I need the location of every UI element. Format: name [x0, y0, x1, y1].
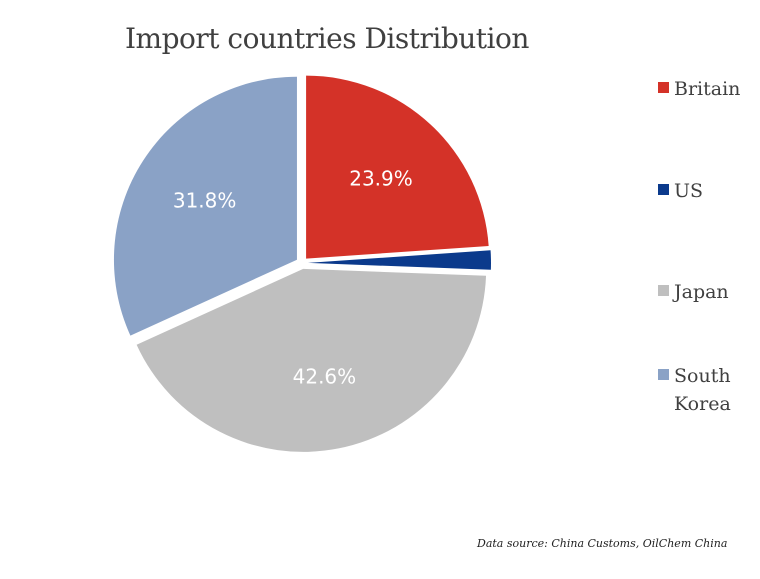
legend-item-japan: Japan	[658, 278, 756, 306]
legend-label-britain: Britain	[674, 78, 741, 100]
legend-item-britain: Britain	[658, 75, 756, 103]
legend-swatch-us	[658, 184, 669, 195]
slice-label-britain: 23.9%	[349, 166, 413, 190]
legend-label-us: US	[674, 180, 704, 202]
legend-swatch-britain	[658, 82, 669, 93]
pie-slice-south-korea	[113, 76, 297, 336]
slice-label-south-korea: 31.8%	[173, 188, 237, 212]
pie-slice-britain	[306, 75, 489, 259]
legend-label-south-korea: South Korea	[674, 365, 731, 415]
pie-slice-japan	[136, 268, 487, 452]
chart-title: Import countries Distribution	[125, 22, 529, 55]
pie-labels: 23.9% 42.6% 31.8%	[173, 166, 413, 388]
legend-swatch-japan	[658, 285, 669, 296]
pie-slice-us	[307, 250, 491, 270]
legend-swatch-south-korea	[658, 369, 669, 380]
legend-item-south-korea: South Korea	[658, 362, 756, 418]
pie-slices	[113, 75, 491, 452]
legend-item-us: US	[658, 177, 756, 205]
slice-label-japan: 42.6%	[293, 365, 357, 389]
data-source-note: Data source: China Customs, OilChem Chin…	[477, 537, 728, 550]
legend-label-japan: Japan	[674, 281, 729, 303]
